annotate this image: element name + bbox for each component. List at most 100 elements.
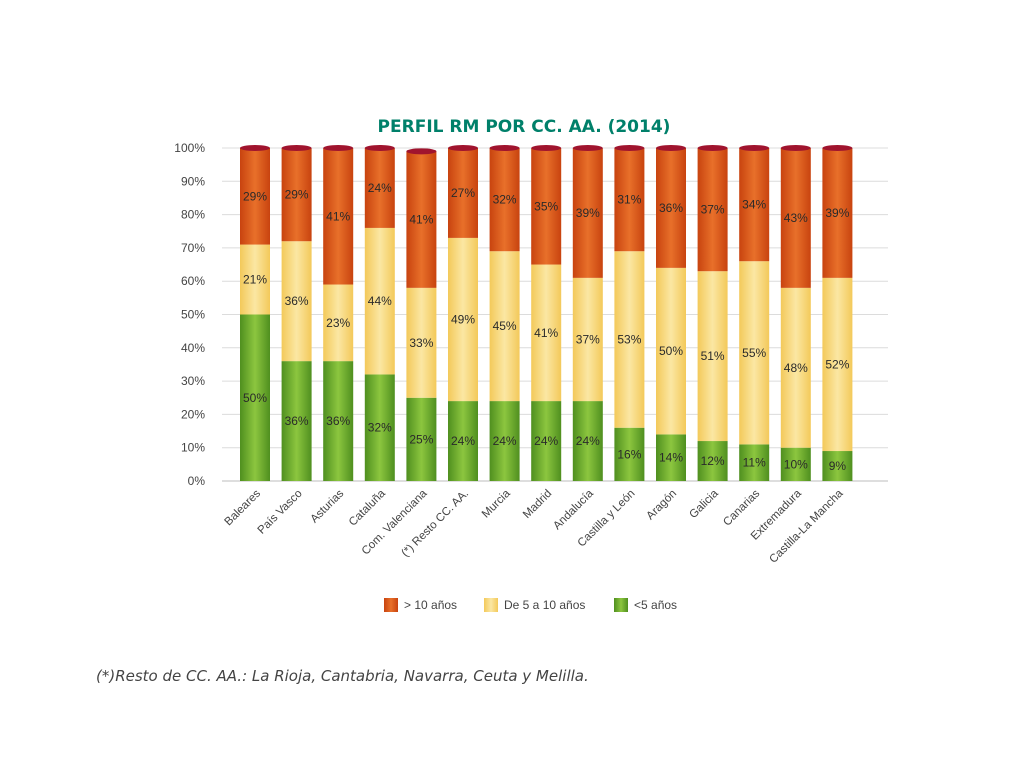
bar-segment xyxy=(489,251,520,402)
bar-cap xyxy=(697,145,728,151)
bar-stack: 32% 44% 24% xyxy=(364,145,395,481)
data-label: 25% xyxy=(409,432,433,446)
bar-cap xyxy=(614,145,645,151)
data-label: 24% xyxy=(493,434,517,448)
data-label: 36% xyxy=(659,201,683,215)
bar-segment xyxy=(406,151,437,288)
bar-segment xyxy=(323,148,354,285)
data-label: 50% xyxy=(243,391,267,405)
bar-stack: 36% 23% 41% xyxy=(323,145,354,481)
bar-segment xyxy=(448,401,478,481)
data-label: 9% xyxy=(829,459,847,473)
legend-swatch xyxy=(384,598,398,612)
x-tick-label: Galicia xyxy=(687,487,721,521)
bar-segment xyxy=(656,434,686,481)
data-label: 45% xyxy=(493,319,517,333)
bar-segment xyxy=(697,441,728,481)
bar-stack: 14% 50% 36% xyxy=(656,145,686,481)
data-label: 16% xyxy=(617,447,641,461)
bar-cap xyxy=(780,145,811,151)
y-tick-label: 0% xyxy=(188,474,206,488)
bar-segment xyxy=(656,148,686,268)
data-label: 21% xyxy=(243,273,267,287)
data-label: 53% xyxy=(617,332,641,346)
bar-stack: 10% 48% 43% xyxy=(780,145,811,481)
data-label: 43% xyxy=(784,211,808,225)
data-label: 41% xyxy=(326,209,350,223)
legend-item: > 10 años xyxy=(384,598,457,612)
data-label: 36% xyxy=(285,414,309,428)
bar-segment xyxy=(531,148,562,265)
data-label: 35% xyxy=(534,199,558,213)
data-label: 41% xyxy=(409,213,433,227)
bar-segment xyxy=(656,267,686,435)
bar-segment xyxy=(780,447,811,481)
legend-item: De 5 a 10 años xyxy=(484,598,585,612)
y-tick-label: 40% xyxy=(181,341,205,355)
data-label: 52% xyxy=(825,357,849,371)
data-label: 50% xyxy=(659,344,683,358)
chart-title: PERFIL RM POR CC. AA. (2014) xyxy=(378,117,671,137)
bar-segment xyxy=(448,237,478,402)
data-label: 33% xyxy=(409,336,433,350)
data-label: 24% xyxy=(576,434,600,448)
y-tick-label: 30% xyxy=(181,374,205,388)
bar-cap xyxy=(448,145,478,151)
x-tick-label: Castilla-La Mancha xyxy=(767,487,846,566)
data-label: 31% xyxy=(617,193,641,207)
bar-segment xyxy=(489,401,520,481)
bar-stack: 12% 51% 37% xyxy=(697,145,728,481)
bar-stack: 25% 33% 41% xyxy=(406,148,437,481)
x-tick-label: Andalucía xyxy=(551,487,596,532)
data-label: 39% xyxy=(576,206,600,220)
y-tick-label: 100% xyxy=(174,141,205,155)
legend-item: <5 años xyxy=(614,598,677,612)
data-label: 48% xyxy=(784,361,808,375)
data-label: 32% xyxy=(368,421,392,435)
bar-cap xyxy=(656,145,686,151)
x-tick-label: Asturias xyxy=(308,487,346,525)
data-label: 37% xyxy=(576,332,600,346)
bar-stack: 36% 36% 29% xyxy=(281,145,312,481)
data-label: 32% xyxy=(493,193,517,207)
bar-cap xyxy=(406,148,437,155)
y-tick-label: 10% xyxy=(181,441,205,455)
data-label: 29% xyxy=(285,188,309,202)
data-label: 14% xyxy=(659,451,683,465)
legend-label: De 5 a 10 años xyxy=(504,598,585,612)
bar-segment xyxy=(240,314,270,481)
x-tick-label: Baleares xyxy=(223,487,264,528)
data-label: 37% xyxy=(701,203,725,217)
bar-segment xyxy=(489,148,520,252)
bar-cap xyxy=(364,145,395,151)
legend-label: <5 años xyxy=(634,598,677,612)
bar-segment xyxy=(739,148,770,262)
data-label: 12% xyxy=(701,454,725,468)
bar-stack: 11% 55% 34% xyxy=(739,145,770,481)
bar-segment xyxy=(364,148,395,228)
bar-segment xyxy=(572,277,603,402)
bar-segment xyxy=(614,427,645,481)
bar-segment xyxy=(406,397,437,481)
data-label: 34% xyxy=(742,198,766,212)
bar-cap xyxy=(531,145,562,151)
bar-stack: 24% 37% 39% xyxy=(572,145,603,481)
bar-stack: 24% 45% 32% xyxy=(489,145,520,481)
bar-segment xyxy=(614,148,645,252)
legend-swatch xyxy=(614,598,628,612)
y-tick-label: 60% xyxy=(181,274,205,288)
data-label: 49% xyxy=(451,312,475,326)
data-label: 24% xyxy=(534,434,558,448)
bar-segment xyxy=(364,374,395,481)
bar-segment xyxy=(240,244,270,315)
bar-cap xyxy=(323,145,354,151)
bar-stack: 50% 21% 29% xyxy=(240,145,270,481)
bar-segment xyxy=(240,148,270,245)
data-label: 27% xyxy=(451,186,475,200)
y-tick-label: 70% xyxy=(181,241,205,255)
bar-cap xyxy=(240,145,270,151)
bar-segment xyxy=(281,361,312,481)
bar-cap xyxy=(572,145,603,151)
